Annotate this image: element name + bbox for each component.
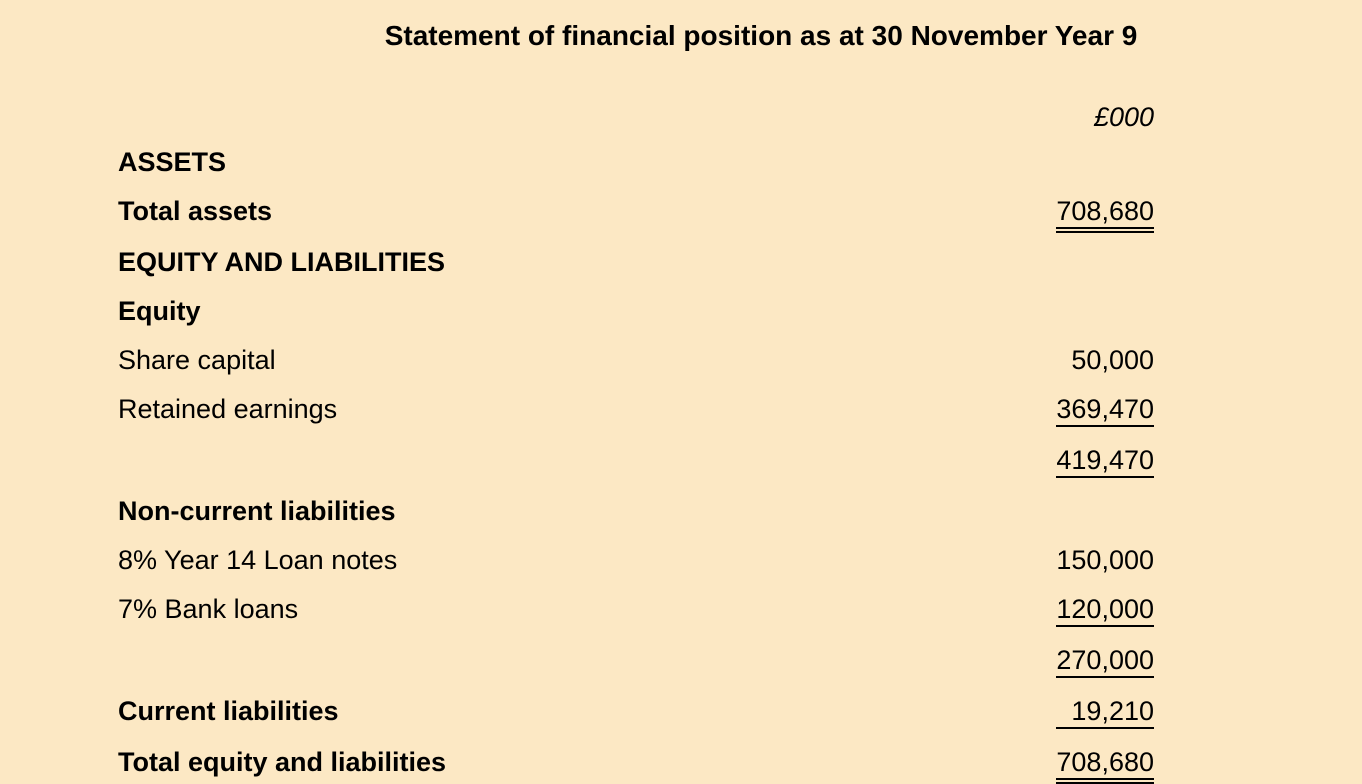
assets-header: ASSETS — [118, 147, 1044, 178]
retained-earnings-value-cell: 369,470 — [1044, 394, 1244, 427]
equity-liabilities-header: EQUITY AND LIABILITIES — [118, 247, 1044, 278]
equity-header-row: Equity — [118, 296, 1244, 327]
current-liabilities-value: 19,210 — [1056, 696, 1154, 729]
total-equity-liabilities-value-cell: 708,680 — [1044, 747, 1244, 780]
equity-liabilities-header-row: EQUITY AND LIABILITIES — [118, 247, 1244, 278]
non-current-liabilities-header-row: Non-current liabilities — [118, 496, 1244, 527]
document-title: Statement of financial position as at 30… — [118, 20, 1244, 52]
retained-earnings-row: Retained earnings 369,470 — [118, 394, 1244, 427]
equity-total-value: 419,470 — [1056, 445, 1154, 478]
bank-loans-row: 7% Bank loans 120,000 — [118, 594, 1244, 627]
total-assets-value: 708,680 — [1056, 196, 1154, 229]
current-liabilities-row: Current liabilities 19,210 — [118, 696, 1244, 729]
loan-notes-value: 150,000 — [1044, 545, 1244, 576]
equity-total-row: 419,470 — [118, 445, 1244, 478]
bank-loans-value: 120,000 — [1056, 594, 1154, 627]
share-capital-label: Share capital — [118, 345, 1044, 376]
bank-loans-value-cell: 120,000 — [1044, 594, 1244, 627]
currency-header-row: £000 — [118, 102, 1244, 133]
retained-earnings-value: 369,470 — [1056, 394, 1154, 427]
equity-total-value-cell: 419,470 — [1044, 445, 1244, 478]
equity-header: Equity — [118, 296, 1044, 327]
bank-loans-label: 7% Bank loans — [118, 594, 1044, 625]
current-liabilities-value-cell: 19,210 — [1044, 696, 1244, 729]
current-liabilities-value-text: 19,210 — [1071, 696, 1154, 726]
total-equity-liabilities-value: 708,680 — [1056, 747, 1154, 780]
total-assets-row: Total assets 708,680 — [118, 196, 1244, 229]
share-capital-row: Share capital 50,000 — [118, 345, 1244, 376]
total-equity-liabilities-label: Total equity and liabilities — [118, 747, 1044, 778]
loan-notes-row: 8% Year 14 Loan notes 150,000 — [118, 545, 1244, 576]
assets-section-header-row: ASSETS — [118, 147, 1244, 178]
current-liabilities-label: Current liabilities — [118, 696, 1044, 727]
document-container: Statement of financial position as at 30… — [0, 20, 1362, 780]
financial-table: £000 ASSETS Total assets 708,680 EQUITY … — [118, 102, 1244, 780]
non-current-total-value-cell: 270,000 — [1044, 645, 1244, 678]
total-assets-label: Total assets — [118, 196, 1044, 227]
non-current-total-row: 270,000 — [118, 645, 1244, 678]
total-assets-value-cell: 708,680 — [1044, 196, 1244, 229]
currency-header: £000 — [1044, 102, 1244, 133]
total-equity-liabilities-row: Total equity and liabilities 708,680 — [118, 747, 1244, 780]
non-current-total-value: 270,000 — [1056, 645, 1154, 678]
non-current-liabilities-header: Non-current liabilities — [118, 496, 1044, 527]
loan-notes-label: 8% Year 14 Loan notes — [118, 545, 1044, 576]
retained-earnings-label: Retained earnings — [118, 394, 1044, 425]
share-capital-value: 50,000 — [1044, 345, 1244, 376]
